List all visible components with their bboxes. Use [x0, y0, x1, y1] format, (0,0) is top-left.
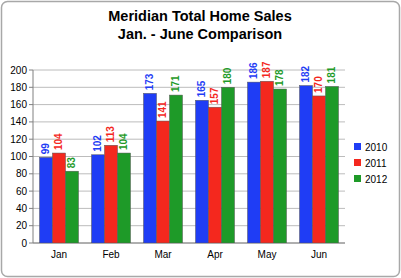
y-tick: [29, 225, 33, 226]
grid-line: [33, 243, 345, 244]
chart-title: Meridian Total Home Sales: [108, 8, 291, 24]
y-tick-label: 180: [10, 82, 27, 93]
bar: [274, 89, 287, 243]
bar: [170, 95, 183, 243]
y-tick-label: 120: [10, 134, 27, 145]
data-label: 173: [145, 73, 156, 90]
data-label: 165: [197, 80, 208, 97]
y-tick: [29, 208, 33, 209]
chart-container: Meridian Total Home Sales Jan. - June Com…: [0, 0, 401, 278]
bar: [53, 153, 66, 243]
grid-line: [33, 173, 345, 174]
bar: [92, 155, 105, 243]
bar: [66, 171, 79, 243]
legend-label: 2011: [365, 158, 387, 169]
y-tick: [29, 173, 33, 174]
data-label: 113: [106, 126, 117, 143]
data-label: 104: [119, 133, 130, 150]
bar: [313, 96, 326, 243]
bar: [105, 145, 118, 243]
x-tick-label: Feb: [102, 249, 120, 260]
y-tick-label: 160: [10, 99, 27, 110]
legend-swatch: [354, 159, 361, 166]
data-label: 83: [67, 157, 78, 169]
y-tick: [29, 121, 33, 122]
data-label: 182: [301, 65, 312, 82]
bar: [300, 86, 313, 243]
grid-line: [33, 87, 345, 88]
data-label: 102: [93, 135, 104, 152]
x-tick-label: May: [258, 249, 277, 260]
x-axis: [33, 243, 345, 244]
grid-line: [33, 104, 345, 105]
data-label: 187: [262, 61, 273, 78]
data-label: 178: [275, 69, 286, 86]
y-tick-label: 40: [16, 203, 28, 214]
chart-frame: [2, 2, 400, 277]
y-tick-label: 0: [21, 238, 27, 249]
data-label: 141: [158, 101, 169, 118]
data-label: 104: [54, 133, 65, 150]
x-tick-label: Mar: [154, 249, 172, 260]
legend: 2010 2011 2012: [354, 142, 388, 185]
grid-line: [33, 70, 345, 71]
grid-line: [33, 139, 345, 140]
y-tick-label: 100: [10, 151, 27, 162]
grid-line: [33, 208, 345, 209]
y-tick: [29, 87, 33, 88]
x-tick-label: Apr: [207, 249, 223, 260]
data-label: 170: [314, 76, 325, 93]
y-tick: [29, 70, 33, 71]
y-tick-label: 80: [16, 168, 28, 179]
grid-line: [33, 191, 345, 192]
bar: [209, 107, 222, 243]
y-tick-label: 200: [10, 65, 27, 76]
legend-label: 2010: [365, 142, 388, 153]
data-label: 180: [223, 67, 234, 84]
bar: [261, 81, 274, 243]
y-tick: [29, 139, 33, 140]
y-tick: [29, 191, 33, 192]
bars: [40, 81, 339, 243]
y-tick-label: 140: [10, 116, 27, 127]
x-tick-label: Jun: [311, 249, 327, 260]
chart-svg: Meridian Total Home Sales Jan. - June Com…: [0, 0, 401, 278]
data-labels: 9910483102113104173141171165157180186187…: [41, 61, 338, 168]
bar: [157, 121, 170, 243]
legend-label: 2012: [365, 174, 388, 185]
data-label: 99: [41, 143, 52, 155]
grid-line: [33, 156, 345, 157]
legend-swatch: [354, 175, 361, 182]
y-tick: [29, 156, 33, 157]
data-label: 171: [171, 75, 182, 92]
grid-line: [33, 225, 345, 226]
y-tick-label: 20: [16, 220, 28, 231]
y-axis: [33, 70, 34, 243]
bar: [118, 153, 131, 243]
y-tick-label: 60: [16, 186, 28, 197]
bar: [144, 93, 157, 243]
x-tick-label: Jan: [51, 249, 67, 260]
bar: [196, 100, 209, 243]
grid-line: [33, 121, 345, 122]
data-label: 186: [249, 62, 260, 79]
chart-title: Jan. - June Comparison: [118, 26, 282, 42]
data-label: 157: [210, 87, 221, 104]
y-tick: [29, 104, 33, 105]
legend-swatch: [354, 143, 361, 150]
bar: [40, 157, 53, 243]
bar: [248, 82, 261, 243]
bar: [326, 86, 339, 243]
y-tick: [29, 243, 33, 244]
data-label: 181: [327, 66, 338, 83]
bar: [222, 87, 235, 243]
